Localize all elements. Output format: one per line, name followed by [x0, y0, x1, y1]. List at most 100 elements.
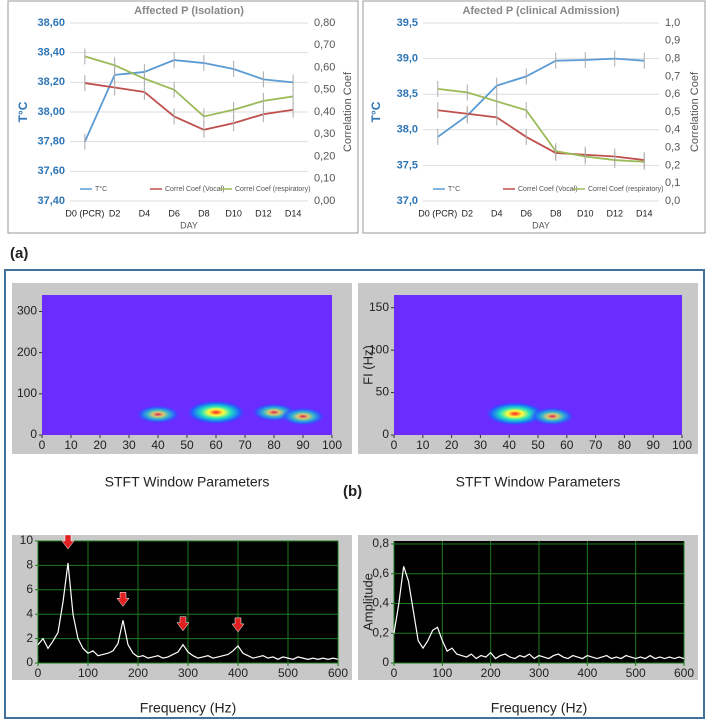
y2-tick-label: 0,0 [665, 195, 680, 207]
spectrum-line [393, 566, 685, 660]
x-tick-label: D12 [606, 208, 623, 218]
y-tick-label: 39,5 [397, 17, 418, 29]
y-tick-label: 0 [30, 427, 37, 441]
x-tick-label: 600 [328, 666, 348, 680]
x-tick-label: 0 [39, 438, 46, 452]
y-tick-label: 0,6 [372, 566, 389, 580]
peak-arrow [61, 534, 75, 550]
x-axis-label: DAY [180, 220, 198, 230]
x-tick-label: 100 [672, 438, 692, 452]
y-tick-label: 50 [376, 385, 390, 399]
x-tick-label: 300 [178, 666, 198, 680]
legend-label: T°C [448, 185, 460, 193]
x-tick-label: 100 [322, 438, 342, 452]
series-line [84, 55, 294, 118]
hotspot [484, 401, 545, 426]
legend-label: Correl Coef (Vocal) [518, 186, 578, 193]
x-tick-label: 400 [577, 666, 597, 680]
x-tick-label: 100 [78, 666, 98, 680]
x-tick-label: 50 [180, 438, 194, 452]
x-tick-label: 30 [474, 438, 488, 452]
x-tick-label: 40 [503, 438, 517, 452]
x-tick-label: D10 [225, 208, 242, 218]
y-tick-label: 0,2 [372, 625, 389, 639]
y2-axis-label: Correlation Coef [689, 71, 701, 152]
legend-label: T°C [95, 185, 107, 193]
y2-tick-label: 0,80 [314, 17, 335, 29]
x-tick-label: 90 [647, 438, 661, 452]
y-axis-label: T°C [369, 101, 383, 122]
x-tick-label: 200 [481, 666, 501, 680]
y-tick-label: 39,0 [397, 53, 418, 65]
y-tick-label: 0 [382, 655, 389, 669]
y-axis-label: T°C [16, 101, 30, 122]
x-tick-label: 0 [391, 438, 398, 452]
chart-title: Afected P (clinical Admission) [462, 5, 619, 17]
y2-tick-label: 0,00 [314, 195, 335, 207]
y-tick-label: 100 [369, 342, 389, 356]
y-tick-label: 37,80 [37, 136, 65, 148]
x-tick-label: 60 [209, 438, 223, 452]
x-tick-label: D0 (PCR) [65, 208, 104, 218]
series-line [84, 82, 294, 131]
x-tick-label: 0 [391, 666, 398, 680]
y-tick-label: 38,20 [37, 76, 65, 88]
x-tick-label: D2 [109, 208, 121, 218]
chart-title: Affected P (Isolation) [134, 5, 244, 17]
y2-tick-label: 0,2 [665, 159, 680, 171]
y-tick-label: 38,00 [37, 106, 65, 118]
x-tick-label: 0 [35, 666, 42, 680]
x-tick-label: 10 [416, 438, 430, 452]
y-tick-label: 38,60 [37, 17, 65, 29]
hotspot [186, 400, 246, 425]
y-tick-label: 37,0 [397, 195, 418, 207]
y-axis-label: FI (Hz) [360, 345, 375, 385]
panel-frame [7, 0, 359, 234]
y-tick-label: 0,4 [372, 596, 389, 610]
x-tick-label: 50 [531, 438, 545, 452]
y-tick-label: 200 [17, 345, 37, 359]
x-tick-label: D12 [255, 208, 272, 218]
x-tick-label: D14 [636, 208, 653, 218]
series-line [437, 57, 645, 138]
legend-label: Correl Coef (respiratory) [235, 186, 310, 193]
y2-tick-label: 0,30 [314, 128, 335, 140]
x-tick-label: D4 [491, 208, 503, 218]
y-tick-label: 0 [26, 655, 33, 669]
y2-tick-label: 0,9 [665, 35, 680, 47]
y-tick-label: 37,40 [37, 195, 65, 207]
series-line [437, 109, 645, 161]
x-tick-label: D8 [550, 208, 562, 218]
y-axis-label: Amplitude [360, 573, 375, 631]
chart: Affected P (Isolation) 37,40 37,60 37,80 38,… [16, 5, 354, 230]
y2-tick-label: 0,40 [314, 106, 335, 118]
y-tick-label: 150 [369, 300, 389, 314]
x-axis-label: STFT Window Parameters [456, 474, 621, 490]
x-tick-label: D10 [577, 208, 594, 218]
peak-arrow [116, 592, 130, 607]
x-tick-label: D8 [198, 208, 210, 218]
peak-arrow [176, 616, 190, 632]
x-axis-label: DAY [532, 220, 550, 230]
y-tick-label: 10 [20, 533, 34, 547]
x-tick-label: 90 [296, 438, 310, 452]
panel-label: (a) [10, 245, 28, 262]
x-tick-label: 300 [529, 666, 549, 680]
y-tick-label: 2 [26, 631, 33, 645]
y2-tick-label: 0,60 [314, 61, 335, 73]
y-tick-label: 37,60 [37, 165, 65, 177]
x-tick-label: 20 [445, 438, 459, 452]
y2-tick-label: 0,4 [665, 124, 680, 136]
x-tick-label: 500 [278, 666, 298, 680]
x-tick-label: 10 [64, 438, 78, 452]
x-tick-label: 200 [128, 666, 148, 680]
x-tick-label: D6 [168, 208, 180, 218]
legend-label: Correl Coef (Vocal) [165, 186, 225, 193]
peak-arrow [231, 617, 245, 633]
chart: 0 10 20 30 40 50 60 70 80 90 100 0 100 200 300 STFT Win… [12, 283, 352, 490]
chart: 0 100 200 300 400 500 600 0 0,2 0,4 0,6 0,8 Frequenc… [358, 535, 698, 716]
x-tick-label: 600 [674, 666, 694, 680]
y2-tick-label: 0,3 [665, 142, 680, 154]
y2-tick-label: 0,5 [665, 106, 680, 118]
y-tick-label: 0 [382, 427, 389, 441]
